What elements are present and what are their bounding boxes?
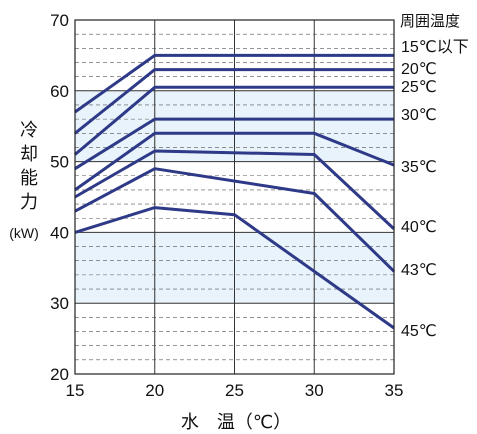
series-line xyxy=(74,149,396,230)
y-axis-label-char: 能 xyxy=(20,168,38,188)
y-axis-label-char: (kW) xyxy=(9,225,39,241)
legend-label: 25℃ xyxy=(401,79,437,96)
y-tick-label: 60 xyxy=(50,82,69,101)
x-tick-label: 35 xyxy=(385,381,404,400)
grid-lines xyxy=(75,19,394,374)
y-axis-label-char: 却 xyxy=(20,144,38,164)
axes xyxy=(74,19,395,375)
y-tick-label: 30 xyxy=(50,294,69,313)
y-tick-labels: 20 30 40 50 60 70 xyxy=(50,11,69,384)
y-tick-label: 20 xyxy=(50,365,69,384)
legend-label: 40℃ xyxy=(401,219,437,236)
x-tick-labels: 15 20 25 30 35 xyxy=(66,381,404,400)
legend: 周囲温度 15℃以下 20℃25℃ 30℃ 35℃ 40℃ 43℃ 45℃ xyxy=(400,13,469,340)
x-tick-label: 15 xyxy=(66,381,85,400)
x-tick-label: 30 xyxy=(305,381,324,400)
y-axis-label-char: 力 xyxy=(20,192,38,212)
legend-label: 43℃ xyxy=(401,262,437,279)
y-tick-label: 50 xyxy=(50,153,69,172)
y-tick-label: 70 xyxy=(50,11,69,30)
x-tick-label: 20 xyxy=(145,381,164,400)
y-axis-label-char: 冷 xyxy=(20,120,38,140)
legend-label: 20℃ xyxy=(401,61,437,78)
series-line xyxy=(74,167,396,273)
x-tick-label: 25 xyxy=(225,381,244,400)
legend-label: 30℃ xyxy=(401,107,437,124)
legend-label: 35℃ xyxy=(401,159,437,176)
series-line xyxy=(74,206,395,330)
x-axis-label: 水 温（℃） xyxy=(181,412,291,432)
series-line xyxy=(74,53,394,114)
y-tick-label: 40 xyxy=(50,223,69,242)
series-line xyxy=(74,85,394,156)
series-line xyxy=(74,117,394,170)
legend-label: 15℃以下 xyxy=(401,39,469,56)
legend-label: 45℃ xyxy=(401,323,437,340)
series-line xyxy=(74,68,394,135)
series-lines xyxy=(74,53,396,330)
series-line xyxy=(74,131,395,192)
legend-title: 周囲温度 xyxy=(400,13,460,30)
plot-frame xyxy=(74,19,395,375)
